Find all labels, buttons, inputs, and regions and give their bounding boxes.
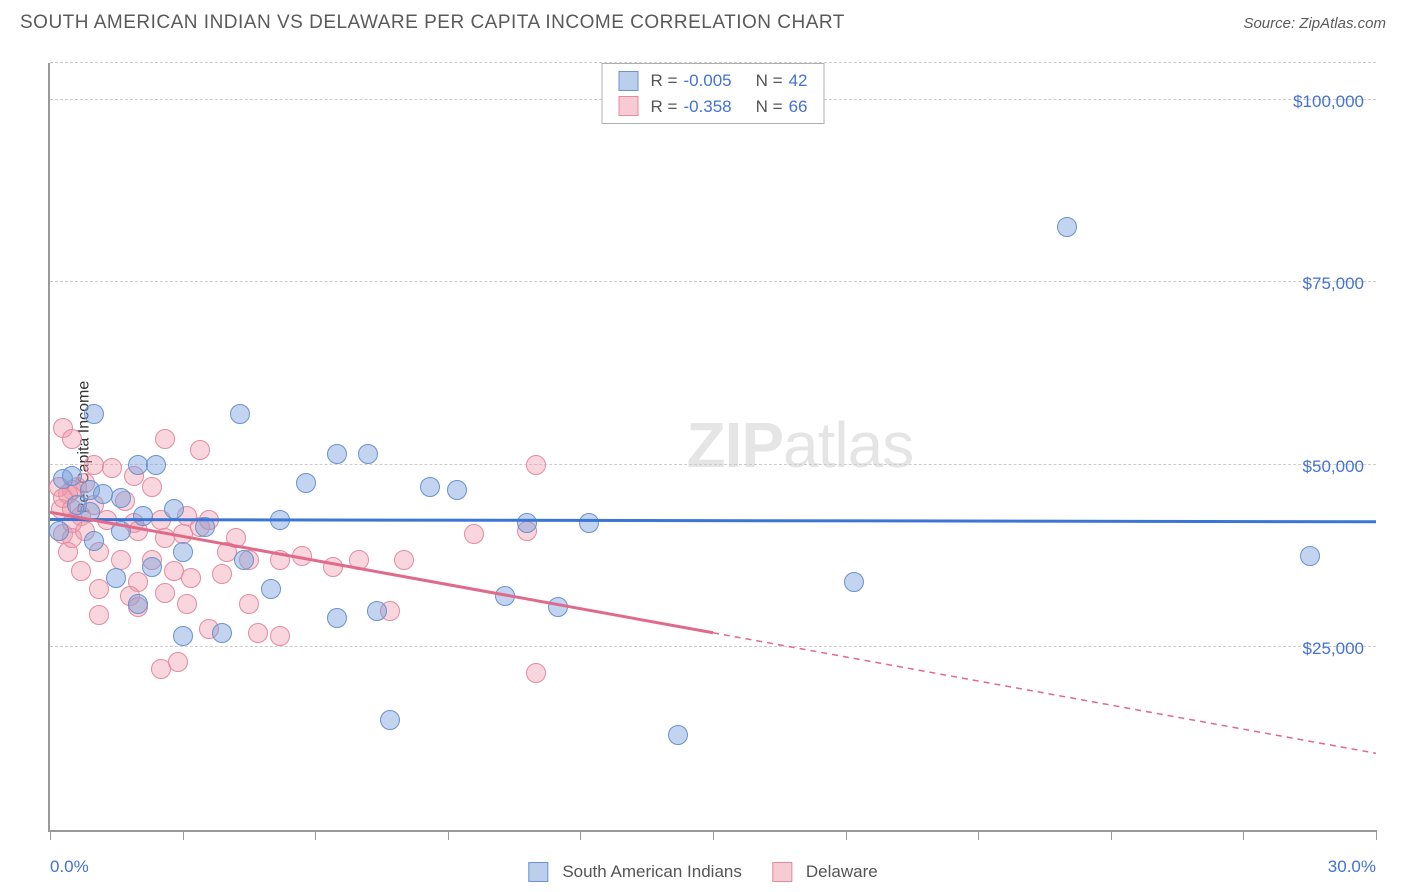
x-tick bbox=[315, 830, 316, 840]
legend-label: Delaware bbox=[806, 862, 878, 882]
stat-value: 66 bbox=[789, 94, 808, 120]
x-tick bbox=[580, 830, 581, 840]
blue-swatch-icon bbox=[619, 71, 639, 91]
blue-swatch-icon bbox=[528, 862, 548, 882]
bottom-legend: South American Indians Delaware bbox=[528, 862, 877, 882]
stat-label: R = bbox=[651, 68, 678, 94]
x-tick bbox=[846, 830, 847, 840]
stat-value: -0.005 bbox=[683, 68, 731, 94]
legend-label: South American Indians bbox=[562, 862, 742, 882]
stat-label: N = bbox=[756, 94, 783, 120]
x-tick bbox=[1376, 830, 1377, 840]
scatter-chart: Per Capita Income ZIPatlas $25,000$50,00… bbox=[48, 63, 1376, 832]
stat-value: 42 bbox=[789, 68, 808, 94]
x-tick bbox=[183, 830, 184, 840]
pink-swatch-icon bbox=[619, 96, 639, 116]
pink-swatch-icon bbox=[772, 862, 792, 882]
source-attribution: Source: ZipAtlas.com bbox=[1243, 15, 1386, 32]
stat-label: N = bbox=[756, 68, 783, 94]
x-axis-min-label: 0.0% bbox=[50, 857, 89, 877]
x-tick bbox=[978, 830, 979, 840]
stats-row-blue: R = -0.005 N = 42 bbox=[619, 68, 808, 94]
x-tick bbox=[713, 830, 714, 840]
stats-row-pink: R = -0.358 N = 66 bbox=[619, 94, 808, 120]
stat-label: R = bbox=[651, 94, 678, 120]
legend-item-pink: Delaware bbox=[772, 862, 878, 882]
x-tick bbox=[1243, 830, 1244, 840]
x-axis-max-label: 30.0% bbox=[1328, 857, 1376, 877]
stats-legend-box: R = -0.005 N = 42 R = -0.358 N = 66 bbox=[602, 63, 825, 124]
page-title: SOUTH AMERICAN INDIAN VS DELAWARE PER CA… bbox=[20, 12, 845, 34]
x-tick bbox=[1111, 830, 1112, 840]
legend-item-blue: South American Indians bbox=[528, 862, 742, 882]
stat-value: -0.358 bbox=[683, 94, 731, 120]
trendlines bbox=[50, 63, 1376, 830]
x-tick bbox=[50, 830, 51, 840]
x-tick bbox=[448, 830, 449, 840]
